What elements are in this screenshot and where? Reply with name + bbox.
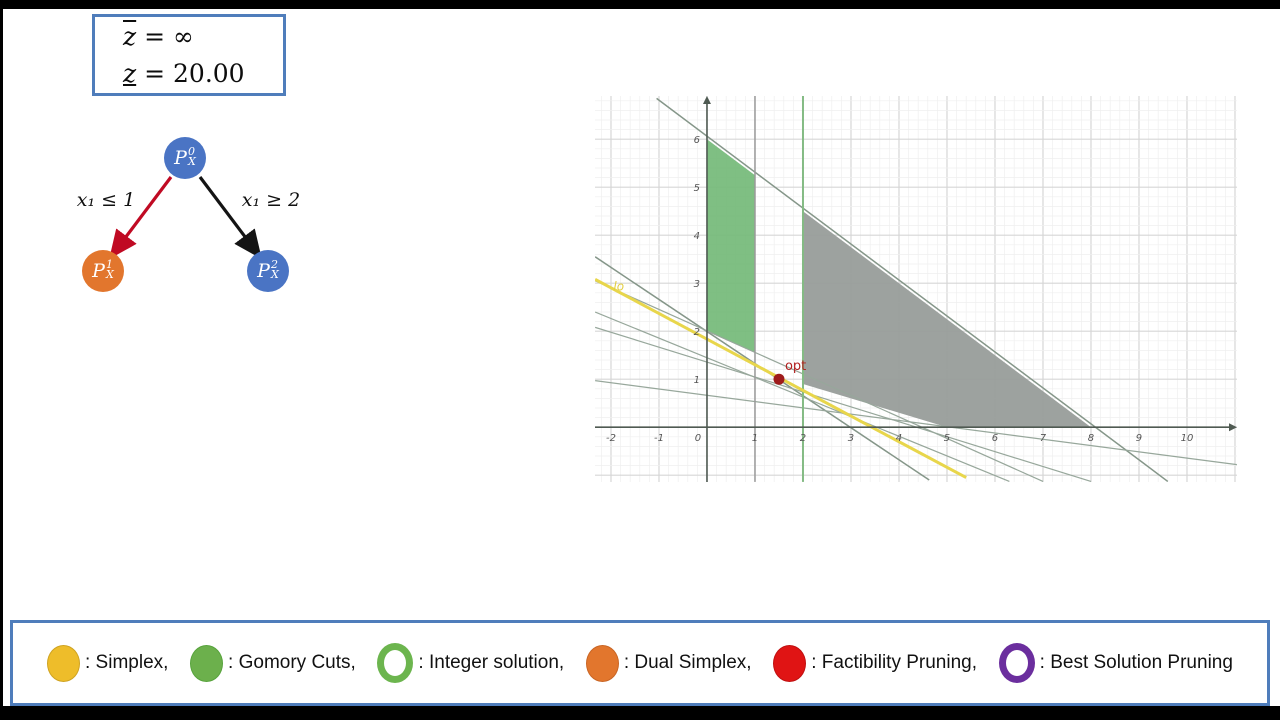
zunder-symbol: z — [123, 59, 137, 88]
legend-item-dual-simplex: : Dual Simplex, — [585, 644, 752, 682]
upper-bound-value: = ∞ — [136, 22, 194, 51]
legend-bar: : Simplex, : Gomory Cuts, : Integer solu… — [10, 620, 1270, 706]
y-tick-label: 4 — [694, 231, 700, 242]
branch-constraint-right: x₁ ≥ 2 — [241, 189, 301, 211]
legend-label: : Simplex, — [85, 652, 169, 673]
objective-line-label: lo — [613, 279, 624, 293]
letterbox-top — [0, 0, 1280, 9]
factibility-pruning-marker-icon — [773, 644, 807, 682]
dual-simplex-marker-icon — [585, 644, 619, 682]
branch-left-edge — [109, 176, 173, 260]
legend-label: : Gomory Cuts, — [228, 652, 356, 673]
tree-edges-layer — [109, 176, 262, 260]
feasible-region-gray — [802, 211, 1091, 428]
branch-right-edge — [198, 176, 262, 260]
lower-bound-formula: z = 20.00 — [123, 55, 283, 92]
gomory-cut-3 — [595, 326, 1092, 482]
feasible-region-plot: -2 -1 0 1 2 3 4 5 6 7 8 9 10 1 2 3 4 5 6 lo opt — [595, 96, 1237, 482]
gomory-cut-1 — [595, 280, 1044, 482]
x-tick-label: 10 — [1181, 433, 1194, 444]
zbar-symbol: z — [123, 22, 137, 51]
y-tick-label: 5 — [694, 183, 700, 194]
letterbox-bottom — [0, 706, 1280, 720]
node-label-base: P — [174, 147, 187, 169]
x-tick-label: -2 — [606, 433, 616, 444]
x-axis-arrow — [1229, 423, 1237, 432]
x-tick-label: 1 — [752, 433, 758, 444]
x-tick-label: 3 — [848, 433, 854, 444]
node-label-sup: 2 — [270, 258, 278, 271]
x-tick-label: 8 — [1088, 433, 1094, 444]
x-tick-label: 0 — [695, 433, 701, 444]
node-label-sup: 1 — [105, 258, 113, 271]
gomory-region-green — [706, 139, 755, 353]
node-label-base: P — [257, 260, 270, 282]
y-tick-label: 6 — [694, 135, 700, 146]
x-tick-label: -1 — [654, 433, 664, 444]
y-tick-label: 2 — [694, 327, 700, 338]
branch-constraint-left: x₁ ≤ 1 — [76, 189, 136, 211]
y-tick-label: 1 — [694, 375, 700, 386]
legend-label: : Integer solution, — [418, 652, 565, 673]
x-tick-label: 6 — [992, 433, 998, 444]
best-solution-pruning-marker-icon — [998, 643, 1035, 683]
legend-item-simplex: : Simplex, — [47, 644, 169, 682]
bounds-box: z = ∞ z = 20.00 — [92, 14, 286, 96]
x-tick-label: 9 — [1136, 433, 1142, 444]
legend-item-gomory-cuts: : Gomory Cuts, — [190, 644, 356, 682]
optimum-point — [773, 373, 785, 385]
gomory-cut-4 — [595, 380, 1237, 466]
integer-solution-marker-icon — [377, 643, 414, 683]
optimum-label: opt — [785, 359, 806, 374]
lower-bound-value: = 20.00 — [136, 59, 245, 88]
x-tick-label: 5 — [944, 433, 950, 444]
x-tick-label: 7 — [1040, 433, 1047, 444]
legend-label: : Dual Simplex, — [623, 652, 752, 673]
node-label-sup: 0 — [187, 145, 195, 158]
legend-item-integer-solution: : Integer solution, — [377, 643, 564, 683]
y-tick-label: 3 — [694, 279, 700, 290]
node-label-sub: X — [270, 268, 279, 281]
x-tick-label: 2 — [800, 433, 806, 444]
constraint-3x+4y=24 — [656, 97, 1169, 482]
y-axis-arrow — [702, 96, 711, 104]
simplex-marker-icon — [47, 644, 80, 682]
legend-item-best-solution-pruning: : Best Solution Pruning — [998, 643, 1233, 683]
gomory-cuts-marker-icon — [190, 644, 224, 682]
legend-label: : Factibility Pruning, — [811, 652, 978, 673]
node-label-sub: X — [105, 268, 114, 281]
legend-label: : Best Solution Pruning — [1039, 652, 1233, 673]
node-label-base: P — [92, 260, 105, 282]
x-tick-label: 4 — [896, 433, 902, 444]
legend-item-factibility-pruning: : Factibility Pruning, — [773, 644, 978, 682]
node-label-sub: X — [187, 155, 196, 168]
upper-bound-formula: z = ∞ — [123, 18, 283, 55]
letterbox-left — [0, 0, 3, 720]
